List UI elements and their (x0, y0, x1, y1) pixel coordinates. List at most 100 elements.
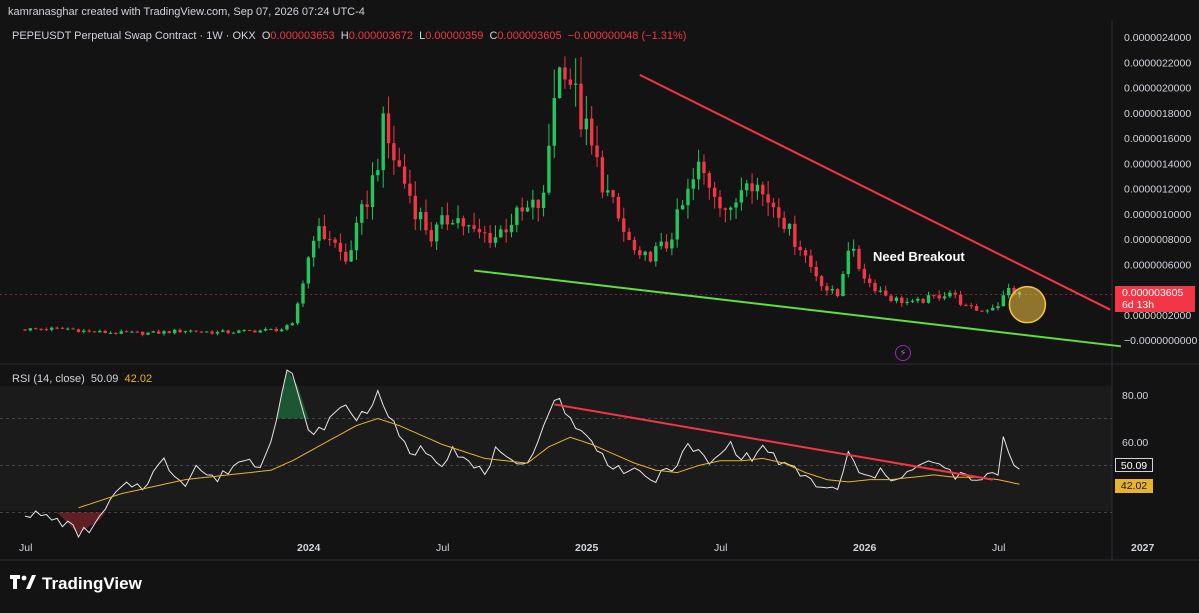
candle-body (493, 237, 498, 243)
candle-body (814, 266, 818, 277)
candle-body (279, 329, 284, 332)
rsi-ma-value: 42.02 (124, 373, 153, 385)
candle-body (552, 98, 556, 146)
creator-banner: kamranasghar created with TradingView.co… (8, 6, 365, 18)
candle-body (862, 268, 867, 279)
candle-body (253, 330, 257, 333)
last-price-value: 0.000003605 (1122, 287, 1184, 299)
candle-body (76, 329, 81, 333)
candle-body (900, 297, 904, 304)
candle-body (1006, 288, 1011, 296)
time-tick-label: Jul (714, 542, 727, 554)
candle-body (424, 212, 428, 231)
candle-body (386, 113, 391, 144)
candle-body (295, 303, 300, 324)
candle-body (92, 331, 97, 333)
candle-body (237, 330, 241, 333)
candle-body (595, 145, 599, 158)
close-label: C (489, 30, 498, 42)
candle-body (728, 207, 733, 210)
candle-body (456, 218, 460, 224)
rsi-ma-line (78, 417, 1020, 509)
candle-body (985, 310, 990, 312)
low-value: 0.00000359 (425, 30, 484, 42)
candle-body (87, 330, 91, 332)
rsi-legend[interactable]: RSI (14, close) 50.09 42.02 (12, 373, 152, 385)
candle-body (231, 332, 236, 334)
candle-body (263, 329, 268, 331)
candle-body (119, 331, 123, 334)
symbol-name[interactable]: PEPEUSDT Perpetual Swap Contract · 1W · … (12, 30, 256, 42)
candle-body (990, 308, 995, 311)
candle-body (627, 231, 631, 241)
candle-body (39, 328, 43, 330)
candle-body (418, 212, 423, 220)
candle-body (210, 331, 214, 334)
rsi-ma-value-tag: 42.02 (1115, 479, 1153, 493)
rsi-oversold-fill (57, 512, 106, 534)
candle-body (98, 330, 102, 333)
candle-body (28, 328, 33, 331)
candle-body (745, 183, 749, 191)
candle-body (397, 160, 401, 167)
bar-countdown: 6d 13h (1122, 299, 1155, 311)
candle-body (445, 215, 450, 225)
candle-body (172, 329, 177, 334)
candle-body (884, 290, 888, 296)
price-tick-label: 0.0000002000 (1124, 310, 1191, 322)
candle-body (82, 330, 86, 333)
tradingview-wordmark: TradingView (42, 574, 142, 593)
candle-body (723, 208, 728, 210)
tradingview-logo[interactable]: TradingView (10, 574, 142, 594)
candle-body (55, 327, 59, 329)
candle-body (376, 170, 380, 176)
candle-body (392, 143, 396, 161)
price-tick-label: 0.0000008000 (1124, 234, 1191, 246)
candle-body (285, 325, 289, 330)
candle-body (809, 255, 813, 267)
need-breakout-annotation[interactable]: Need Breakout (873, 249, 965, 264)
candle-body (499, 229, 503, 238)
candle-body (942, 296, 947, 299)
candle-body (584, 118, 589, 130)
candle-body (306, 257, 311, 284)
candle-body (841, 274, 845, 297)
close-value: 0.000003605 (497, 30, 562, 42)
time-tick-label: Jul (436, 542, 449, 554)
candle-body (247, 330, 252, 332)
candle-body (408, 183, 412, 196)
symbol-legend[interactable]: PEPEUSDT Perpetual Swap Contract · 1W · … (12, 30, 686, 42)
candle-body (146, 332, 150, 335)
candle-body (926, 295, 931, 303)
candle-body (611, 190, 615, 197)
candle-body (969, 305, 973, 307)
candle-body (793, 223, 797, 247)
candle-body (450, 223, 455, 225)
candle-body (771, 202, 776, 208)
candle-body (477, 228, 482, 233)
price-tick-label: 0.0000016000 (1124, 133, 1191, 145)
candle-body (130, 331, 134, 333)
candle-body (440, 215, 444, 225)
rsi-tick-label: 80.00 (1122, 390, 1148, 402)
candle-body (638, 250, 642, 256)
candle-body (702, 161, 706, 174)
candle-body (819, 276, 824, 287)
candle-body (461, 218, 466, 227)
candle-body (199, 331, 204, 333)
candle-body (782, 217, 786, 229)
high-value: 0.000003672 (348, 30, 413, 42)
open-label: O (261, 30, 271, 42)
candle-body (932, 295, 936, 297)
time-tick-label: 2027 (1131, 542, 1155, 554)
lightning-icon[interactable]: ⚡ (895, 345, 911, 361)
candle-body (707, 173, 712, 188)
time-tick-label: 2024 (297, 542, 321, 554)
time-tick-label: 2026 (853, 542, 877, 554)
rsi-label[interactable]: RSI (14, close) (12, 373, 85, 385)
tradingview-mark-icon (10, 574, 36, 594)
price-tick-label: 0.0000006000 (1124, 259, 1191, 271)
candle-body (600, 157, 605, 193)
